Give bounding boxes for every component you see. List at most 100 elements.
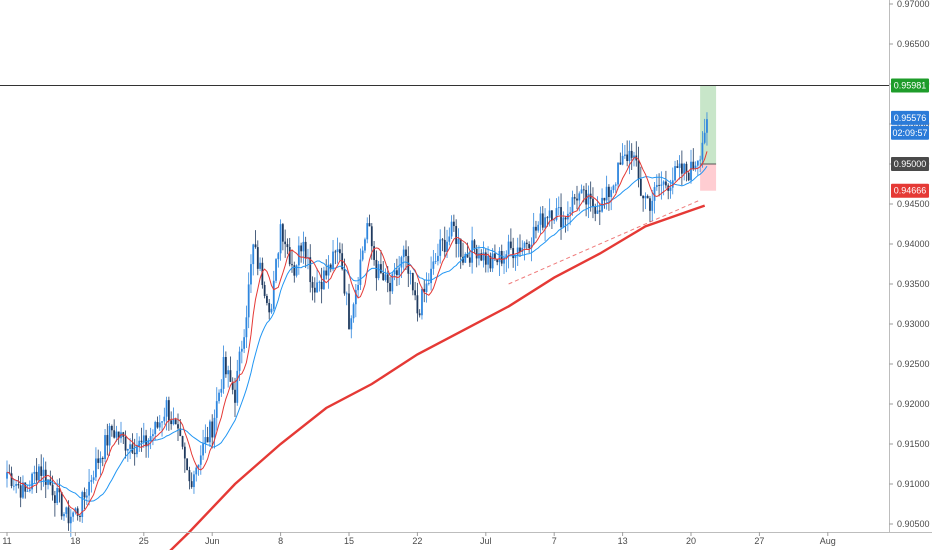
candle — [286, 238, 289, 255]
candle — [516, 237, 519, 266]
svg-text:0.95000: 0.95000 — [894, 159, 927, 169]
candle — [195, 466, 198, 482]
candle — [503, 251, 505, 275]
candle — [40, 454, 43, 491]
ma-mid-line — [6, 165, 708, 502]
candle — [229, 356, 232, 382]
candle — [480, 249, 483, 262]
candle — [63, 512, 65, 521]
svg-text:0.95981: 0.95981 — [894, 81, 927, 91]
candle — [277, 251, 280, 268]
candle — [562, 211, 565, 229]
candle — [88, 469, 90, 506]
candle — [507, 234, 510, 269]
candle — [193, 470, 195, 494]
candle — [475, 244, 478, 268]
loss-zone[interactable] — [700, 164, 717, 191]
candle — [614, 182, 617, 193]
candle — [97, 449, 100, 470]
candle — [300, 242, 303, 263]
candle — [519, 234, 521, 258]
candle — [578, 191, 581, 212]
candle — [350, 315, 353, 339]
candle — [101, 456, 104, 467]
candle — [391, 271, 394, 295]
candle — [393, 262, 396, 281]
candle — [85, 488, 88, 505]
candle — [683, 162, 686, 181]
candle — [571, 190, 574, 216]
candle — [291, 251, 293, 273]
candle — [368, 214, 371, 227]
candle — [152, 429, 154, 446]
candle — [338, 242, 341, 261]
candle — [364, 237, 366, 254]
candle — [275, 258, 277, 284]
x-tick-label: 15 — [344, 536, 354, 546]
candle — [619, 152, 622, 165]
candle — [345, 291, 348, 306]
candle — [177, 413, 179, 441]
x-tick-label: Aug — [820, 536, 836, 546]
candle — [270, 303, 273, 314]
y-tick-label: 0.90500 — [897, 519, 930, 529]
price-label-entry: 0.95000 — [891, 157, 929, 171]
candle — [580, 184, 583, 194]
candle — [421, 286, 423, 320]
candle — [610, 186, 613, 211]
candle — [505, 250, 508, 273]
candle — [585, 183, 588, 217]
candle — [252, 243, 255, 276]
candle — [462, 242, 464, 266]
y-tick-label: 0.94000 — [897, 239, 930, 249]
candle — [329, 263, 332, 273]
candle — [489, 252, 492, 272]
candle — [621, 143, 624, 166]
candle — [99, 451, 102, 476]
candle — [678, 155, 681, 180]
candle — [53, 490, 56, 517]
candle — [33, 465, 36, 484]
y-tick-label: 0.91000 — [897, 479, 930, 489]
y-tick-label: 0.94500 — [897, 199, 930, 209]
candle — [38, 464, 40, 481]
x-tick-label: Jun — [205, 536, 220, 546]
candle — [425, 272, 428, 303]
candle — [325, 259, 328, 280]
candle — [147, 438, 150, 458]
candle — [19, 476, 22, 508]
candle — [186, 458, 189, 471]
candle — [680, 150, 683, 186]
candle — [674, 160, 676, 182]
candle — [639, 166, 642, 197]
time-axis[interactable]: 11 18 25 Jun 8 15 22 Jul 7 13 20 27 Aug — [2, 532, 836, 546]
price-label-countdown: 02:09:57 — [891, 125, 929, 140]
candle — [316, 268, 318, 293]
candle — [204, 424, 207, 454]
candle — [441, 238, 444, 252]
candle — [361, 246, 364, 262]
candle — [382, 261, 385, 282]
candle — [284, 229, 287, 258]
candle — [188, 466, 191, 490]
candle — [58, 478, 61, 503]
candle — [660, 171, 663, 200]
candle — [110, 424, 113, 437]
candle — [263, 281, 266, 299]
candle — [457, 228, 460, 258]
candle — [224, 351, 227, 378]
ma-slow-line — [169, 204, 706, 550]
x-tick-label: 11 — [2, 536, 11, 546]
candle — [6, 460, 8, 488]
candle — [202, 429, 204, 460]
x-tick-label: 7 — [552, 536, 557, 546]
candle — [215, 387, 218, 431]
candle — [95, 447, 97, 482]
candle — [603, 197, 606, 209]
profit-zone[interactable] — [700, 85, 717, 164]
candle — [407, 246, 410, 288]
candle — [302, 231, 305, 264]
candle — [222, 345, 225, 394]
